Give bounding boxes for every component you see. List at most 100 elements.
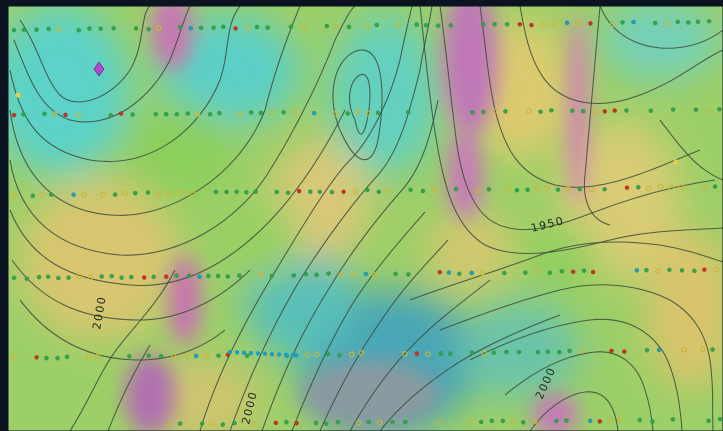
sample-point[interactable] bbox=[390, 419, 395, 425]
sample-point[interactable] bbox=[291, 109, 298, 115]
sample-point[interactable] bbox=[45, 274, 51, 280]
sample-point[interactable] bbox=[234, 189, 239, 195]
sample-point[interactable] bbox=[11, 27, 17, 33]
sample-point[interactable] bbox=[237, 273, 242, 278]
sample-point[interactable] bbox=[100, 191, 106, 198]
sample-point[interactable] bbox=[710, 347, 715, 352]
sample-point[interactable] bbox=[376, 419, 383, 426]
sample-point[interactable] bbox=[514, 187, 520, 193]
sample-point[interactable] bbox=[420, 188, 426, 194]
sample-point[interactable] bbox=[307, 189, 313, 194]
sample-point[interactable] bbox=[504, 349, 509, 355]
sample-point[interactable] bbox=[670, 417, 676, 422]
sample-point[interactable] bbox=[76, 273, 83, 280]
sample-point[interactable] bbox=[171, 353, 177, 360]
sample-point[interactable] bbox=[435, 23, 441, 29]
sample-point[interactable] bbox=[590, 269, 596, 275]
sample-point[interactable] bbox=[34, 27, 39, 32]
sample-point[interactable] bbox=[303, 271, 309, 277]
sample-point[interactable] bbox=[557, 349, 562, 355]
sample-point[interactable] bbox=[402, 351, 408, 357]
sample-point[interactable] bbox=[291, 273, 297, 278]
sample-point[interactable] bbox=[597, 419, 603, 424]
sample-point[interactable] bbox=[636, 184, 641, 190]
sample-point[interactable] bbox=[56, 275, 61, 281]
sample-point[interactable] bbox=[248, 110, 254, 115]
sample-point[interactable] bbox=[155, 25, 162, 32]
sample-point[interactable] bbox=[94, 353, 101, 360]
sample-point[interactable] bbox=[11, 112, 17, 118]
sample-point[interactable] bbox=[211, 25, 216, 30]
sample-point[interactable] bbox=[675, 19, 681, 25]
sample-point[interactable] bbox=[374, 22, 380, 28]
sample-point[interactable] bbox=[705, 107, 712, 114]
sample-point[interactable] bbox=[436, 419, 442, 425]
sample-point[interactable] bbox=[587, 418, 593, 424]
sample-point[interactable] bbox=[567, 348, 573, 354]
sample-point[interactable] bbox=[414, 22, 420, 27]
sample-point[interactable] bbox=[581, 268, 587, 274]
sample-point[interactable] bbox=[531, 418, 538, 424]
highlighted-marker-icon[interactable] bbox=[93, 61, 105, 77]
sample-point[interactable] bbox=[364, 187, 370, 193]
sample-point[interactable] bbox=[165, 190, 171, 197]
sample-point[interactable] bbox=[489, 418, 495, 424]
sample-point[interactable] bbox=[523, 270, 528, 275]
sample-point[interactable] bbox=[555, 187, 561, 192]
sample-point[interactable] bbox=[481, 109, 486, 115]
sample-point[interactable] bbox=[269, 109, 275, 116]
sample-point[interactable] bbox=[481, 350, 488, 357]
sample-point[interactable] bbox=[294, 420, 299, 426]
sample-point[interactable] bbox=[329, 189, 335, 195]
sample-point[interactable] bbox=[197, 274, 202, 280]
sample-point[interactable] bbox=[395, 22, 402, 29]
sample-point[interactable] bbox=[87, 26, 92, 31]
sample-point[interactable] bbox=[695, 19, 701, 25]
sample-point[interactable] bbox=[85, 354, 92, 361]
sample-point[interactable] bbox=[712, 184, 718, 189]
sample-point[interactable] bbox=[232, 420, 237, 426]
sample-point[interactable] bbox=[602, 109, 608, 114]
sample-point[interactable] bbox=[177, 189, 184, 196]
sample-point[interactable] bbox=[366, 419, 372, 425]
sample-point[interactable] bbox=[534, 185, 541, 192]
sample-point[interactable] bbox=[254, 24, 260, 30]
sample-point[interactable] bbox=[363, 271, 369, 277]
sample-point[interactable] bbox=[570, 269, 576, 275]
sample-point[interactable] bbox=[525, 187, 530, 193]
sample-point[interactable] bbox=[304, 352, 311, 358]
sample-point[interactable] bbox=[167, 421, 173, 427]
sample-point[interactable] bbox=[516, 349, 522, 355]
sample-point[interactable] bbox=[693, 107, 699, 112]
sample-point[interactable] bbox=[66, 275, 71, 280]
sample-point[interactable] bbox=[269, 273, 275, 279]
sample-point[interactable] bbox=[217, 110, 222, 116]
sample-point[interactable] bbox=[346, 24, 352, 30]
sample-point[interactable] bbox=[206, 273, 211, 279]
sample-point[interactable] bbox=[132, 190, 138, 196]
sample-point[interactable] bbox=[692, 268, 697, 274]
sample-point[interactable] bbox=[364, 23, 371, 30]
sample-point[interactable] bbox=[679, 268, 685, 273]
sample-point[interactable] bbox=[664, 20, 670, 27]
sample-point[interactable] bbox=[517, 21, 523, 27]
sample-point[interactable] bbox=[588, 186, 595, 193]
sample-point[interactable] bbox=[325, 351, 331, 357]
sample-point[interactable] bbox=[296, 188, 302, 194]
sample-point[interactable] bbox=[504, 21, 510, 27]
sample-point[interactable] bbox=[133, 25, 139, 31]
sample-point[interactable] bbox=[188, 25, 194, 31]
sample-point[interactable] bbox=[317, 189, 323, 195]
sample-point[interactable] bbox=[163, 274, 169, 280]
sample-point[interactable] bbox=[75, 112, 82, 119]
sample-point[interactable] bbox=[559, 268, 565, 274]
sample-point[interactable] bbox=[616, 417, 623, 423]
sample-point[interactable] bbox=[474, 187, 481, 194]
sample-point[interactable] bbox=[183, 352, 190, 359]
sample-point[interactable] bbox=[581, 108, 586, 114]
sample-point[interactable] bbox=[109, 273, 114, 279]
sample-point[interactable] bbox=[510, 418, 516, 425]
sample-point[interactable] bbox=[127, 353, 132, 359]
sample-point[interactable] bbox=[122, 190, 128, 197]
